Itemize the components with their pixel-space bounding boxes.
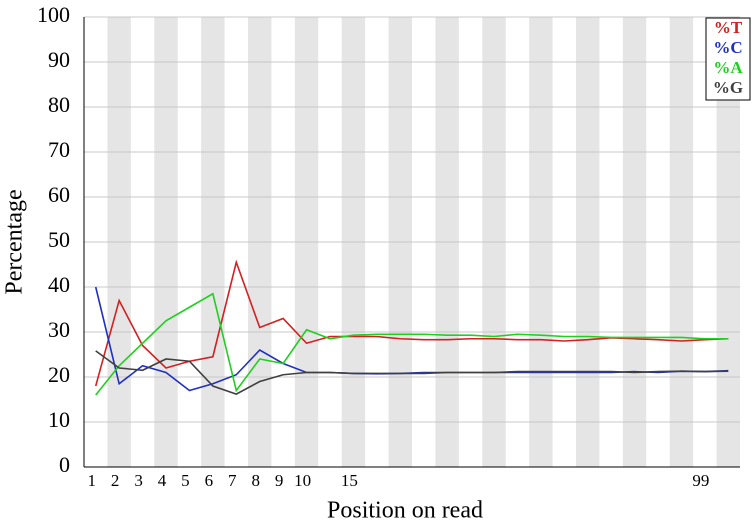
x-tick-label: 7 <box>228 471 237 490</box>
y-tick-label: 0 <box>59 452 70 477</box>
legend-entry: %T <box>714 18 743 37</box>
series-line <box>95 292 729 396</box>
y-tick-label: 20 <box>48 362 70 387</box>
x-tick-label: 6 <box>205 471 214 490</box>
x-tick-label: 2 <box>111 471 120 490</box>
x-tick-label: 5 <box>181 471 190 490</box>
y-tick-label: 40 <box>48 272 70 297</box>
y-tick-label: 30 <box>48 317 70 342</box>
x-tick-label: 8 <box>251 471 260 490</box>
legend-box <box>705 17 751 101</box>
x-axis-label: Position on read <box>327 498 483 524</box>
x-tick-label: 1 <box>87 471 96 490</box>
y-axis-label: Percentage <box>2 189 28 294</box>
legend-entry: %A <box>713 58 743 77</box>
y-tick-label: 50 <box>48 227 70 252</box>
x-tick-label: 99 <box>692 471 709 490</box>
x-tick-label: 9 <box>275 471 284 490</box>
y-tick-label: 90 <box>48 47 70 72</box>
x-tick-label: 4 <box>158 471 167 490</box>
legend-entry: %G <box>713 78 743 97</box>
y-tick-label: 80 <box>48 92 70 117</box>
y-tick-label: 100 <box>37 2 70 27</box>
x-tick-label: 3 <box>134 471 143 490</box>
y-tick-label: 60 <box>48 182 70 207</box>
x-tick-label: 15 <box>341 471 358 490</box>
y-tick-label: 70 <box>48 137 70 162</box>
y-tick-label: 10 <box>48 407 70 432</box>
series-line <box>94 259 729 387</box>
legend-entry: %C <box>713 38 742 57</box>
series-line <box>95 350 729 395</box>
x-tick-label: 10 <box>294 471 311 490</box>
